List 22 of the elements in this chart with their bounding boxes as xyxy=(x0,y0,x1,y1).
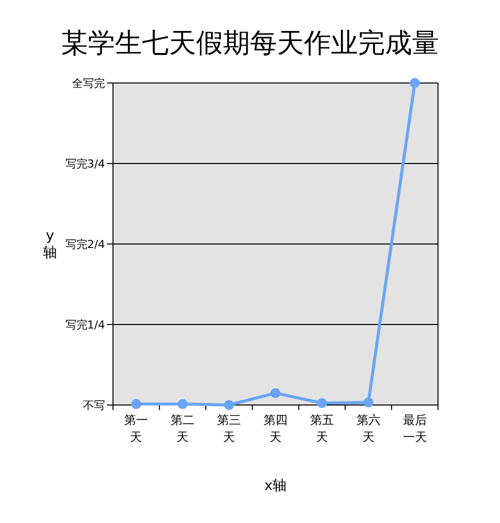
point xyxy=(410,78,420,88)
x-tick-label: 第六天 xyxy=(356,413,380,444)
x-axis-title: x轴 xyxy=(264,478,287,494)
point xyxy=(316,398,327,408)
ref-line-label: 不写 xyxy=(83,399,105,412)
y-axis-title: y轴 xyxy=(43,228,57,261)
ref-line-label: 写完3/4 xyxy=(65,158,105,170)
point xyxy=(178,399,188,410)
x-tick-label: 第五天 xyxy=(310,413,334,444)
x-tick-label: 最后一天 xyxy=(402,413,427,444)
point xyxy=(363,397,374,408)
x-tick-label: 第四天 xyxy=(264,413,288,444)
point xyxy=(131,399,142,410)
point xyxy=(270,388,280,398)
ref-line-label: 写完1/4 xyxy=(65,318,105,332)
ref-line-label: 全写完 xyxy=(72,77,105,90)
x-tick-label: 第二天 xyxy=(170,413,195,444)
point xyxy=(224,400,234,410)
chart-title: 某学生七天假期每天作业完成量 xyxy=(61,28,439,59)
ref-line-label: 写完2/4 xyxy=(65,238,105,251)
x-tick-label: 第一天 xyxy=(124,413,148,444)
x-tick-label: 第三天 xyxy=(217,413,242,444)
